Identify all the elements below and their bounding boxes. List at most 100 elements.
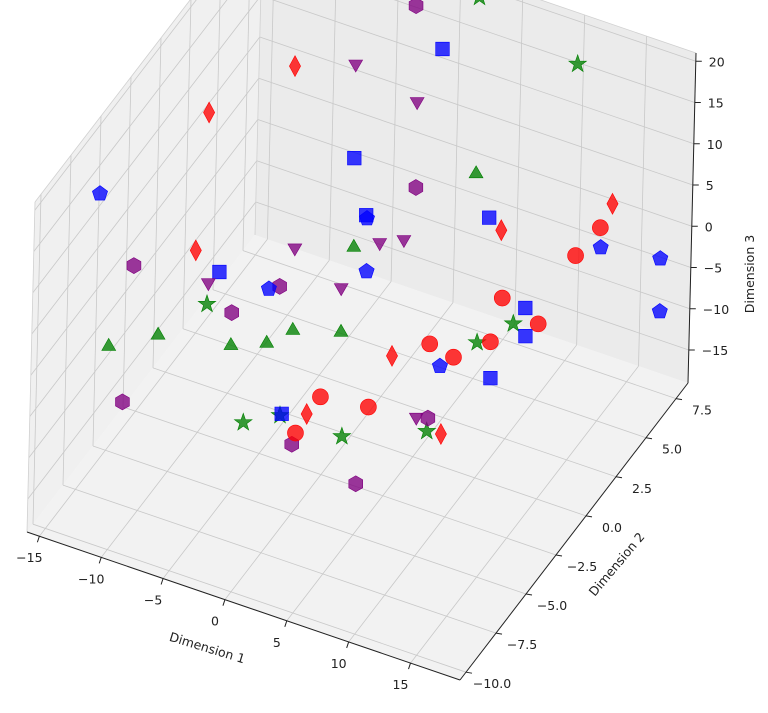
marker-hexagon (126, 257, 142, 274)
marker-diamond (203, 101, 216, 124)
marker-hexagon (408, 179, 424, 196)
z-tick-label: 5 (706, 178, 714, 193)
marker-star (197, 293, 217, 313)
marker-square (435, 41, 450, 57)
x-tick (408, 662, 411, 670)
marker-square (274, 406, 289, 421)
marker-diamond (434, 422, 447, 446)
marker-hexagon (115, 393, 130, 411)
x-tick-label: 0 (211, 614, 219, 629)
x-grid-floor (286, 323, 516, 622)
x-tick-label: −5 (144, 593, 162, 608)
marker-hexagon (348, 475, 364, 493)
x-grid-floor (348, 344, 577, 643)
back-pane (255, 0, 696, 383)
x-grid-floor (162, 281, 392, 579)
y-tick-label: 0.0 (602, 520, 622, 535)
y-tick (615, 476, 623, 479)
top-back-edge (539, 0, 697, 54)
x-tick-label: 15 (393, 677, 409, 692)
marker-star (417, 421, 437, 440)
z-grid-left (28, 160, 258, 458)
z-grid-back (515, 0, 696, 62)
marker-star (473, 0, 486, 6)
y-grid-left (62, 155, 72, 486)
marker-triangle-down (409, 97, 425, 111)
marker-circle (360, 398, 377, 416)
x-grid-back (514, 0, 524, 324)
marker-diamond (300, 402, 313, 426)
y-tick-label: −5.0 (537, 598, 567, 613)
x-tick (284, 620, 288, 627)
x-grid-back (390, 0, 399, 282)
marker-square (518, 328, 533, 344)
z-grid-back (256, 160, 690, 310)
top-left-edge (34, 0, 191, 203)
y-tick (645, 437, 653, 440)
z-grid-left (30, 78, 260, 376)
marker-star (233, 412, 253, 431)
axis-lines (26, 0, 697, 681)
y-grid-floor (92, 445, 527, 595)
x-tick-label: 10 (331, 656, 347, 671)
marker-circle (529, 315, 547, 333)
x-tick-label: −15 (16, 550, 42, 565)
marker-pentagon (358, 263, 375, 279)
z-axis-label: Dimension 3 (742, 235, 757, 313)
z-grid-back (258, 77, 692, 227)
marker-star (568, 53, 588, 73)
marker-pentagon (359, 210, 375, 226)
y-grid-left (182, 0, 192, 329)
y-tick-label: 7.5 (692, 403, 712, 418)
z-grid-left (31, 36, 261, 335)
z-grid-back (257, 119, 691, 268)
marker-diamond (289, 55, 301, 78)
data-markers (92, 0, 669, 493)
y-grid-left (152, 37, 162, 368)
y-tick (585, 515, 593, 518)
marker-pentagon (652, 250, 669, 266)
grid-lines (27, 0, 696, 673)
z-grid-left (33, 0, 228, 252)
marker-square (518, 300, 533, 316)
y-tick (675, 398, 683, 401)
marker-triangle (333, 323, 349, 337)
marker-diamond (606, 192, 619, 215)
marker-triangle (101, 337, 117, 351)
marker-triangle-down (333, 283, 349, 297)
x-grid-back (638, 36, 647, 367)
y-grid-floor (62, 484, 497, 634)
y-tick-label: 2.5 (632, 481, 652, 496)
marker-pentagon (92, 185, 108, 201)
y-grid-floor (32, 523, 467, 673)
y-tick (465, 671, 473, 674)
x-grid-floor (224, 302, 454, 600)
y-grid-floor (122, 406, 557, 556)
marker-circle (287, 424, 304, 442)
z-grid-back (271, 0, 694, 145)
x-tick (98, 557, 102, 564)
marker-circle (567, 247, 584, 264)
y-tick (555, 554, 563, 557)
z-tick-label: 15 (708, 96, 724, 111)
z-grid-back (259, 36, 693, 186)
marker-star (332, 426, 352, 445)
marker-triangle (150, 326, 166, 340)
y-grid-left (32, 194, 42, 525)
tick-labels: −15 −10 −5 0 5 10 15 −10.0 −7.5 −5.0 −2.5 0.0 2.5 5.0… (16, 54, 729, 692)
marker-triangle (468, 165, 484, 179)
marker-triangle (346, 238, 362, 252)
left-pane (27, 0, 261, 532)
x-tick-label: 5 (273, 635, 281, 650)
y-tick (495, 632, 503, 635)
y-grid-left (212, 0, 221, 290)
marker-circle (421, 335, 439, 353)
y-tick-label: −10.0 (473, 676, 511, 691)
marker-triangle-down (408, 412, 424, 426)
marker-triangle-down (200, 278, 216, 292)
marker-square (347, 151, 362, 166)
z-axis-line (687, 52, 697, 384)
marker-triangle-down (396, 235, 412, 249)
y-tick (525, 593, 533, 596)
